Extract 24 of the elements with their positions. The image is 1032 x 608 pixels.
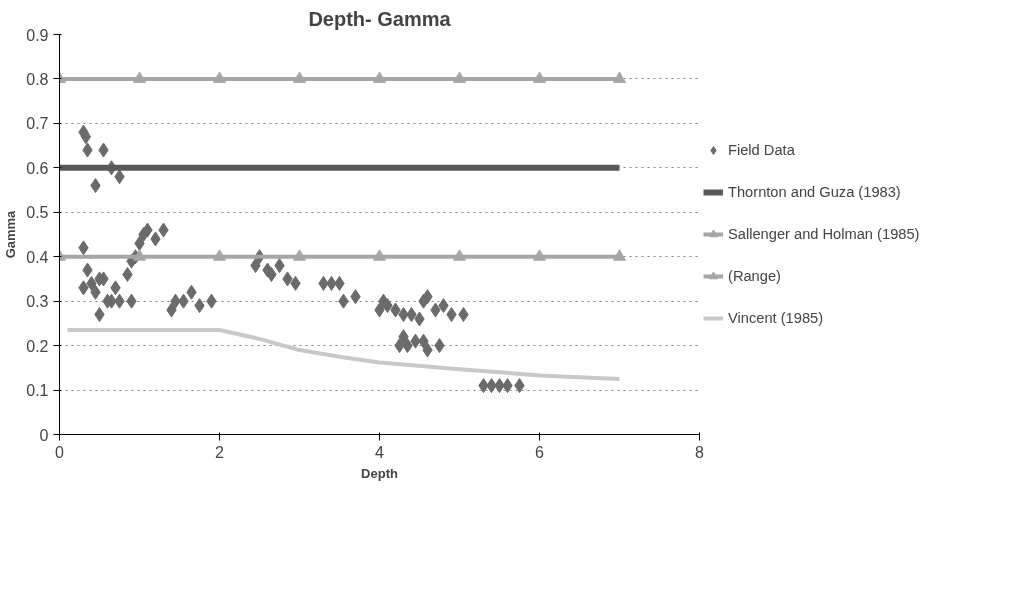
y-tick-label: 0.2 xyxy=(26,337,49,355)
y-tick-label: 0.1 xyxy=(26,382,49,400)
y-tick-label: 0.5 xyxy=(26,204,49,222)
y-tick-label: 0 xyxy=(39,426,49,444)
y-tick-label: 0.7 xyxy=(26,115,49,133)
legend-label: Thornton and Guza (1983) xyxy=(728,184,901,200)
x-tick-label: 4 xyxy=(375,443,385,461)
chart-title: Depth- Gamma xyxy=(308,7,452,30)
legend-label: Vincent (1985) xyxy=(728,310,824,326)
x-axis-title: Depth xyxy=(361,465,398,481)
y-tick-label: 0.6 xyxy=(26,159,49,177)
y-tick-label: 0.8 xyxy=(26,70,49,88)
legend-label: Sallenger and Holman (1985) xyxy=(728,226,920,242)
legend-label: Field Data xyxy=(728,142,795,158)
y-tick-label: 0.9 xyxy=(26,26,49,44)
line-series xyxy=(65,328,622,381)
x-tick-label: 2 xyxy=(215,443,225,461)
legend-label: (Range) xyxy=(728,268,781,284)
x-tick-label: 8 xyxy=(695,443,705,461)
x-tick-label: 0 xyxy=(55,443,65,461)
y-tick-label: 0.4 xyxy=(26,248,49,266)
y-axis-title: Gamma xyxy=(3,209,19,259)
y-tick-label: 0.3 xyxy=(26,293,49,311)
x-tick-label: 6 xyxy=(535,443,545,461)
